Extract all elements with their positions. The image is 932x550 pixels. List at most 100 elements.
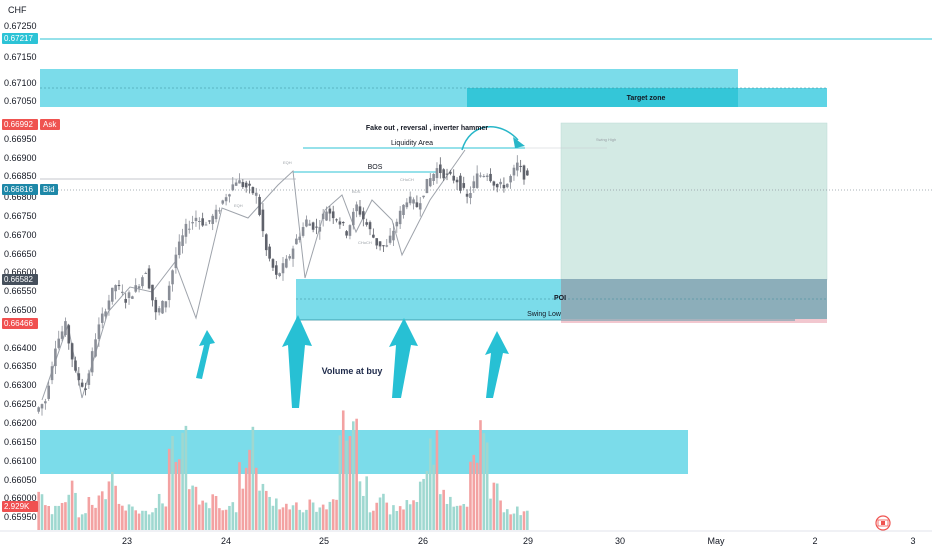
- volume-bar: [398, 506, 402, 530]
- candle-body: [382, 245, 385, 247]
- volume-bar: [77, 517, 81, 530]
- candlesticks: [37, 155, 529, 416]
- candle-body: [224, 197, 228, 202]
- candle-body: [261, 209, 265, 232]
- candle-body: [492, 181, 496, 186]
- price-tick-label: 0.66950: [4, 134, 37, 144]
- time-tick-label: 2: [812, 536, 817, 546]
- candle-body: [335, 219, 338, 221]
- price-tick-label: 0.65950: [4, 512, 37, 522]
- candle-body: [191, 222, 194, 224]
- candle-body: [60, 331, 64, 339]
- candle-body: [184, 223, 188, 237]
- volume-bar: [335, 499, 338, 530]
- volume-bar: [100, 491, 104, 530]
- candle-body: [365, 222, 368, 225]
- candle-body: [462, 183, 466, 188]
- volume-bar: [50, 514, 54, 530]
- candle-body: [505, 183, 509, 188]
- candle-body: [147, 268, 151, 289]
- candle-body: [355, 204, 358, 212]
- candle-body: [171, 270, 174, 285]
- volume-bar: [141, 510, 144, 530]
- swing-low-label: Swing Low: [527, 311, 562, 318]
- volume-bar: [84, 513, 87, 530]
- volume-bar: [87, 497, 91, 530]
- volume-bar: [80, 514, 84, 530]
- volume-bar: [151, 512, 154, 530]
- candle-body: [522, 165, 526, 180]
- volume-bar: [489, 498, 492, 530]
- volume-bar: [388, 514, 392, 530]
- volume-bar: [338, 435, 342, 530]
- candle-body: [482, 176, 486, 178]
- time-tick-label: 3: [910, 536, 915, 546]
- volume-bar: [184, 425, 188, 530]
- price-axis[interactable]: 0.67250 0.67150 0.67100 0.67050 0.66950 0.669…: [4, 21, 37, 522]
- candle-body: [97, 324, 101, 340]
- candle-body: [37, 407, 40, 412]
- volume-bar: [432, 464, 435, 530]
- candle-body: [57, 338, 61, 348]
- volume-bar: [308, 499, 312, 530]
- candle-body: [275, 265, 278, 275]
- time-tick-label: May: [707, 536, 725, 546]
- candle-body: [144, 273, 148, 275]
- candle-body: [278, 273, 281, 277]
- volume-bar: [328, 501, 332, 530]
- candle-body: [251, 187, 255, 194]
- volume-bar: [187, 489, 191, 530]
- bid-badge-value: 0.66816: [4, 185, 33, 194]
- candle-body: [378, 241, 382, 247]
- volume-bar: [54, 505, 57, 530]
- volume-bar: [452, 506, 456, 530]
- candle-body: [512, 167, 516, 176]
- price-tick-label: 0.67100: [4, 78, 37, 88]
- volume-bar: [358, 481, 362, 530]
- volume-bar: [378, 497, 382, 530]
- volume-bar: [412, 500, 415, 530]
- candle-body: [348, 225, 352, 236]
- volume-bar: [472, 454, 476, 530]
- volume-bar: [475, 462, 479, 530]
- bid-tag-label: Bid: [43, 185, 55, 194]
- volume-bar: [301, 512, 305, 530]
- candle-body: [228, 194, 231, 197]
- candle-body: [392, 230, 395, 241]
- candle-body: [124, 298, 127, 303]
- top-line-badge: [2, 33, 38, 44]
- volume-bar: [318, 507, 322, 530]
- candle-body: [318, 226, 322, 232]
- price-tick-label: 0.66200: [4, 418, 37, 428]
- volume-bar: [492, 482, 496, 530]
- volume-bar: [97, 495, 101, 530]
- candle-body: [114, 285, 117, 292]
- volume-badge-value: 2.929K: [4, 502, 30, 511]
- candle-body: [154, 299, 158, 313]
- volume-bar: [131, 506, 134, 530]
- candle-body: [428, 178, 432, 187]
- candle-body: [315, 226, 318, 228]
- choch-label-2: CHoCH: [400, 177, 414, 182]
- volume-bar: [362, 495, 365, 530]
- time-tick-label: 29: [523, 536, 533, 546]
- time-axis[interactable]: 23 24 25 26 29 30 May 2 3: [122, 536, 916, 546]
- volume-bar: [201, 500, 204, 530]
- candle-body: [519, 165, 522, 167]
- candle-body: [285, 258, 288, 268]
- volume-bar: [462, 504, 466, 530]
- candle-body: [44, 401, 47, 404]
- candle-body: [341, 222, 345, 224]
- canada-flag-icon[interactable]: [875, 515, 891, 531]
- ask-badge: [2, 119, 38, 130]
- volume-bar: [114, 485, 117, 530]
- price-tick-label: 0.66550: [4, 286, 37, 296]
- candle-body: [331, 211, 335, 219]
- volume-bar: [248, 449, 251, 530]
- candle-body: [338, 221, 342, 225]
- volume-bar: [368, 512, 372, 530]
- volume-bar: [509, 514, 512, 530]
- volume-bar: [526, 510, 529, 530]
- candle-body: [214, 209, 218, 220]
